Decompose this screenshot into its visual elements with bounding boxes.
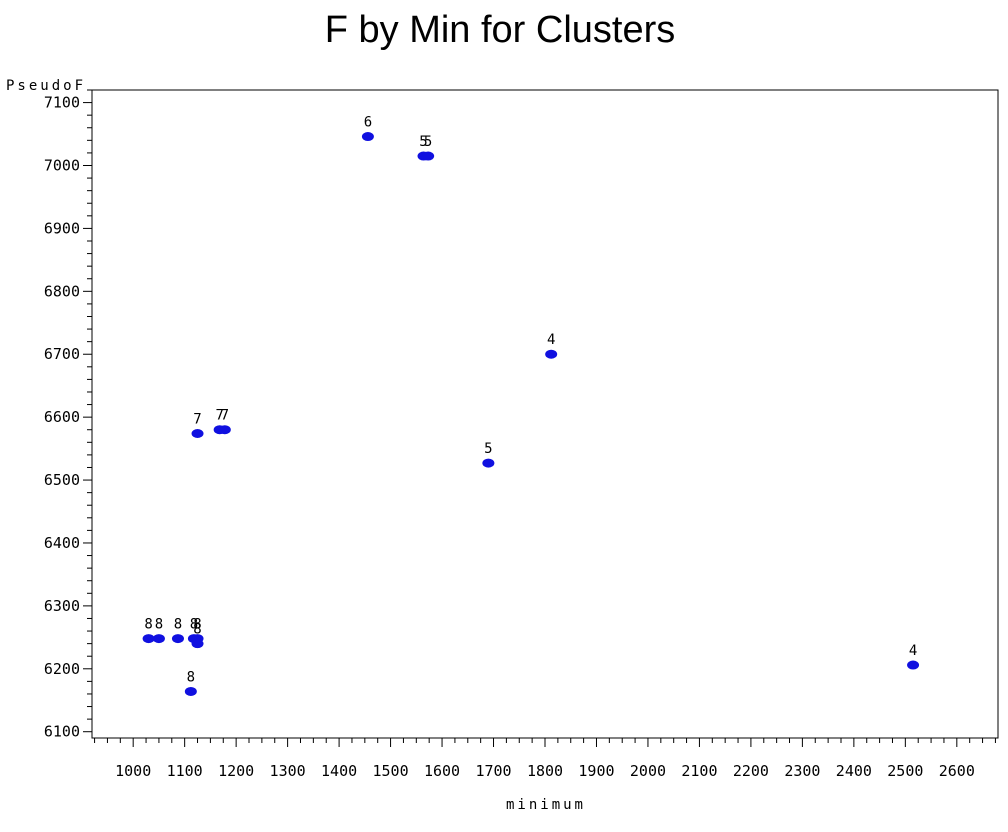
y-tick-label: 6700 xyxy=(44,345,80,363)
x-tick-label: 2200 xyxy=(733,762,769,780)
data-point xyxy=(422,151,435,161)
x-tick-label: 2600 xyxy=(939,762,975,780)
x-tick-label: 1100 xyxy=(167,762,203,780)
data-point-label: 7 xyxy=(215,408,223,424)
axes-group: 1000 1100 1200 1300 1400 1500 1600 1700 1800 1900… xyxy=(44,89,996,780)
y-tick-label: 6800 xyxy=(44,282,80,300)
data-point-label: 8 xyxy=(193,617,201,633)
data-point-label: 8 xyxy=(190,617,198,633)
x-tick-label: 1300 xyxy=(270,762,306,780)
data-point xyxy=(191,429,204,439)
x-tick-label: 1600 xyxy=(424,762,460,780)
y-tick-label: 6300 xyxy=(44,597,80,615)
y-tick-label: 7100 xyxy=(44,94,80,112)
data-point xyxy=(171,634,184,644)
y-tick-label: 6400 xyxy=(44,534,80,552)
data-point-label: 5 xyxy=(484,441,492,457)
data-point-label: 5 xyxy=(424,134,432,150)
y-tick-label: 6600 xyxy=(44,408,80,426)
x-tick-label: 2400 xyxy=(836,762,872,780)
x-tick-label: 1400 xyxy=(321,762,357,780)
x-tick-label: 1700 xyxy=(475,762,511,780)
data-point-label: 7 xyxy=(193,412,201,428)
data-point-label: 5 xyxy=(419,134,427,150)
data-point xyxy=(142,634,155,644)
x-tick-label: 1800 xyxy=(527,762,563,780)
data-point xyxy=(218,425,231,435)
data-point-label: 8 xyxy=(174,617,182,633)
data-point xyxy=(152,634,165,644)
y-tick-label: 6100 xyxy=(44,723,80,741)
data-point-label: 4 xyxy=(909,643,917,659)
data-point-label: 8 xyxy=(155,617,163,633)
x-axis-label: minimum xyxy=(506,797,586,813)
data-point xyxy=(361,132,374,142)
x-tick-label: 2100 xyxy=(681,762,717,780)
y-tick-label: 6500 xyxy=(44,471,80,489)
x-tick-label: 1200 xyxy=(218,762,254,780)
data-point xyxy=(191,639,204,649)
y-tick-label: 6900 xyxy=(44,219,80,237)
y-axis-label: PseudoF xyxy=(6,78,86,94)
data-point-label: 7 xyxy=(221,408,229,424)
data-point-label: 6 xyxy=(364,115,372,131)
data-point xyxy=(184,686,197,696)
x-tick-label: 1500 xyxy=(373,762,409,780)
x-tick-label: 2500 xyxy=(887,762,923,780)
data-point xyxy=(482,458,495,468)
x-tick-label: 2300 xyxy=(784,762,820,780)
data-point-label: 4 xyxy=(547,332,555,348)
data-point-label: 8 xyxy=(187,669,195,685)
data-point xyxy=(545,349,558,359)
data-point-label: 8 xyxy=(193,622,201,638)
y-tick-label: 7000 xyxy=(44,156,80,174)
data-point xyxy=(907,660,920,670)
x-tick-label: 1900 xyxy=(578,762,614,780)
y-tick-label: 6200 xyxy=(44,660,80,678)
x-tick-label: 1000 xyxy=(115,762,151,780)
data-point-label: 8 xyxy=(144,617,152,633)
chart-title: F by Min for Clusters xyxy=(325,9,676,51)
x-tick-label: 2000 xyxy=(630,762,666,780)
